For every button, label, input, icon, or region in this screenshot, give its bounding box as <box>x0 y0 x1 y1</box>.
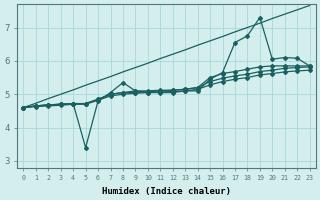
X-axis label: Humidex (Indice chaleur): Humidex (Indice chaleur) <box>102 187 231 196</box>
